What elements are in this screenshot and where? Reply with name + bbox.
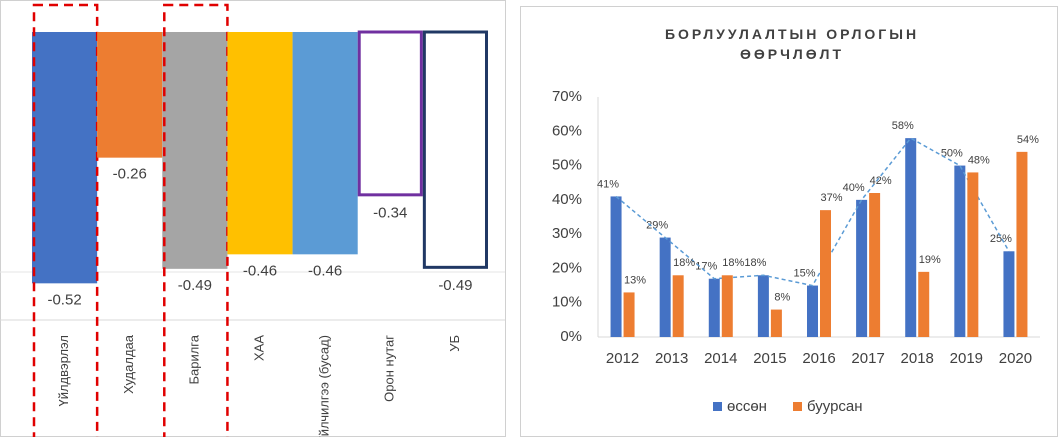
- bar: [422, 30, 489, 269]
- y-tick-label: 60%: [552, 122, 582, 139]
- data-label: 15%: [793, 267, 815, 279]
- x-tick-label: Барилга: [186, 334, 201, 384]
- bar: [869, 193, 881, 337]
- bar: [905, 138, 917, 337]
- highlight-box: [32, 3, 99, 437]
- data-label: -0.34: [373, 204, 407, 221]
- data-label: 17%: [695, 261, 717, 273]
- y-tick-label: 70%: [552, 88, 582, 105]
- x-tick-label: 2014: [704, 350, 737, 367]
- x-tick-label: 2015: [753, 350, 786, 367]
- bar: [659, 237, 671, 337]
- data-label: 48%: [968, 154, 990, 166]
- bar: [610, 196, 622, 337]
- bar: [1016, 151, 1028, 337]
- data-label: -0.26: [113, 166, 147, 183]
- data-label: -0.52: [47, 291, 81, 308]
- x-tick-label: 2012: [606, 350, 639, 367]
- x-tick-label: Үйлдвэрлэл: [56, 335, 71, 407]
- legend-label: буурсан: [807, 398, 863, 415]
- x-tick-label: УБ: [447, 335, 462, 352]
- data-label: -0.49: [178, 277, 212, 294]
- bar: [721, 275, 733, 337]
- data-label: -0.49: [438, 277, 472, 294]
- bar: [856, 199, 868, 337]
- bar: [820, 210, 831, 337]
- data-label: 19%: [919, 254, 941, 266]
- data-label: -0.46: [308, 262, 342, 279]
- data-label: 58%: [892, 120, 914, 132]
- x-tick-label: 2019: [950, 350, 983, 367]
- bar: [918, 271, 930, 337]
- x-tick-label: Үйлчилгээ (бусад): [317, 335, 332, 437]
- bar: [757, 275, 769, 337]
- bar: [708, 278, 720, 337]
- data-label: 42%: [870, 175, 892, 187]
- data-label: 29%: [646, 219, 668, 231]
- x-tick-label: 2018: [901, 350, 934, 367]
- trend-line: [615, 137, 1010, 287]
- data-label: 8%: [774, 291, 790, 303]
- bar: [954, 165, 966, 337]
- bar: [162, 32, 228, 269]
- data-label: 25%: [990, 233, 1012, 245]
- legend-swatch: [713, 402, 722, 411]
- data-label: 18%: [673, 257, 695, 269]
- data-label: -0.46: [243, 262, 277, 279]
- y-tick-label: 10%: [552, 294, 582, 311]
- legend-swatch: [793, 402, 802, 411]
- data-label: 40%: [843, 182, 865, 194]
- x-tick-label: 2016: [802, 350, 835, 367]
- y-tick-label: 20%: [552, 259, 582, 276]
- legend-label: өссөн: [727, 398, 767, 415]
- bar: [97, 32, 163, 158]
- bar: [32, 32, 98, 284]
- data-label: 50%: [941, 147, 963, 159]
- x-tick-label: ХАА: [251, 335, 266, 361]
- data-label: 41%: [597, 178, 619, 190]
- bar: [357, 30, 423, 197]
- data-label: 54%: [1017, 134, 1039, 146]
- y-tick-label: 40%: [552, 191, 582, 208]
- bar: [227, 32, 293, 255]
- x-tick-label: 2013: [655, 350, 688, 367]
- bar: [672, 275, 684, 337]
- bar: [623, 292, 635, 337]
- data-label: 13%: [624, 274, 646, 286]
- x-tick-label: Орон нутаг: [382, 335, 397, 402]
- bar: [770, 309, 782, 337]
- y-tick-label: 50%: [552, 157, 582, 174]
- data-label: 18%: [722, 257, 744, 269]
- data-label: 18%: [744, 257, 766, 269]
- data-label: 37%: [820, 192, 842, 204]
- bar: [807, 285, 818, 337]
- x-tick-label: 2020: [999, 350, 1032, 367]
- x-tick-label: 2017: [851, 350, 884, 367]
- highlight-box: [163, 3, 229, 437]
- bar: [292, 32, 358, 255]
- chart-title: БОРЛУУЛАЛТЫН ОРЛОГЫН ӨӨРЧЛӨЛТ: [665, 26, 919, 62]
- bar: [1003, 251, 1015, 337]
- bar: [967, 172, 979, 337]
- y-tick-label: 30%: [552, 225, 582, 242]
- x-tick-label: Худалдаа: [121, 334, 136, 394]
- y-tick-label: 0%: [560, 328, 582, 345]
